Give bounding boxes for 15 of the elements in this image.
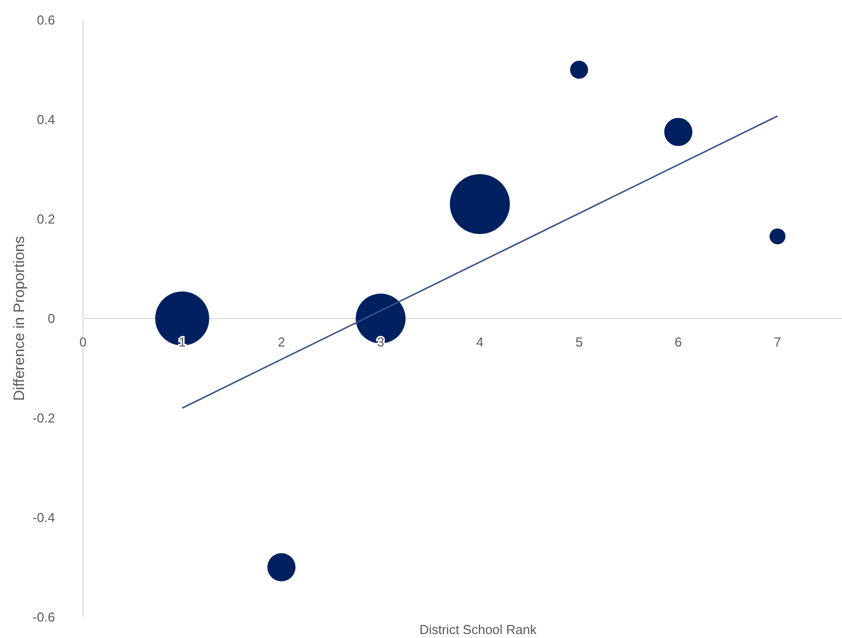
y-tick-label: 0.6 [36,12,55,28]
x-tick-label: 4 [476,334,484,350]
y-tick-label: -0.2 [32,410,55,426]
x-tick-label: 5 [575,334,583,350]
y-axis-title: Difference in Proportions [11,236,28,401]
y-tick-label: 0.2 [36,212,55,227]
y-tick-label: -0.4 [32,510,55,526]
y-tick-label: -0.6 [32,610,55,625]
y-tick-label: 0 [48,311,55,326]
x-tick-label: 6 [674,334,682,350]
x-axis-title: District School Rank [419,622,538,637]
y-tick-label: 0.4 [36,112,55,128]
x-tick-label: 0 [79,334,87,350]
x-tick-label: 2 [278,334,286,350]
x-tick-label: 7 [774,334,782,350]
